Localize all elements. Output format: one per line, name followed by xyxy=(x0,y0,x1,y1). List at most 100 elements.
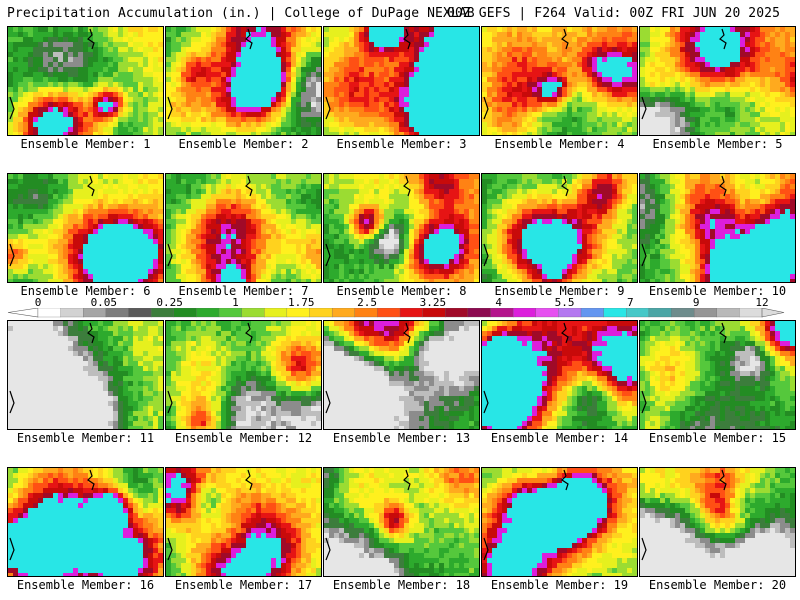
ensemble-member-label: Ensemble Member: 3 xyxy=(336,137,467,151)
precip-map-panel xyxy=(7,26,164,136)
coastline-outline xyxy=(167,175,253,267)
colorbar-swatch xyxy=(490,308,514,318)
colorbar-swatch xyxy=(603,308,627,318)
precip-map-panel xyxy=(639,320,796,430)
precip-map xyxy=(482,468,637,576)
ensemble-member-label: Ensemble Member: 8 xyxy=(336,284,467,298)
precip-map-panel xyxy=(323,173,480,283)
colorbar-swatch xyxy=(580,308,605,318)
colorbar-swatch xyxy=(105,308,129,318)
page-title: Precipitation Accumulation (in.) | Colle… xyxy=(7,6,475,21)
ensemble-member-label: Ensemble Member: 20 xyxy=(648,578,787,592)
coastline-outline xyxy=(325,175,411,267)
precip-map-panel xyxy=(481,173,638,283)
colorbar-swatch xyxy=(196,308,220,318)
ensemble-member-label: Ensemble Member: 9 xyxy=(494,284,625,298)
colorbar-tick-label: 5.5 xyxy=(554,296,575,309)
coastline-outline xyxy=(167,322,253,414)
precip-map xyxy=(640,174,795,282)
colorbar-tick-label: 0.05 xyxy=(90,296,118,309)
coastline-outline xyxy=(641,322,727,414)
precip-map xyxy=(640,321,795,429)
precip-map xyxy=(324,321,479,429)
colorbar-swatch xyxy=(671,308,695,318)
colorbar-min-arrow xyxy=(7,308,39,318)
coastline-outline xyxy=(325,28,411,120)
colorbar-swatch xyxy=(716,308,740,318)
colorbar-swatch xyxy=(83,308,107,318)
precip-map-panel xyxy=(481,467,638,577)
ensemble-member-label: Ensemble Member: 10 xyxy=(648,284,787,298)
colorbar-swatch xyxy=(286,308,310,318)
precip-map xyxy=(324,174,479,282)
colorbar-swatch xyxy=(648,308,672,318)
colorbar-swatch xyxy=(512,308,537,318)
ensemble-member-label: Ensemble Member: 15 xyxy=(648,431,787,445)
colorbar-swatch xyxy=(739,308,763,318)
precip-map-panel xyxy=(7,467,164,577)
colorbar-tick-label: 7 xyxy=(627,296,634,309)
colorbar-swatch xyxy=(377,308,401,318)
ensemble-member-label: Ensemble Member: 19 xyxy=(490,578,629,592)
ensemble-member-label: Ensemble Member: 6 xyxy=(20,284,151,298)
precip-map-panel xyxy=(323,467,480,577)
colorbar-swatch xyxy=(399,308,424,318)
coastline-outline xyxy=(641,28,727,120)
ensemble-member-label: Ensemble Member: 7 xyxy=(178,284,309,298)
colorbar-swatch xyxy=(264,308,288,318)
ensemble-member-label: Ensemble Member: 5 xyxy=(652,137,783,151)
precip-map-panel xyxy=(7,320,164,430)
coastline-outline xyxy=(641,175,727,267)
precip-map xyxy=(640,27,795,135)
precip-map xyxy=(8,27,163,135)
colorbar-swatch xyxy=(626,308,650,318)
ensemble-member-label: Ensemble Member: 18 xyxy=(332,578,471,592)
ensemble-member-label: Ensemble Member: 14 xyxy=(490,431,629,445)
precip-map-panel xyxy=(165,467,322,577)
colorbar-swatch xyxy=(60,308,84,318)
colorbar-swatch xyxy=(445,308,469,318)
coastline-outline xyxy=(167,28,253,120)
precip-map-panel xyxy=(481,320,638,430)
colorbar-swatch xyxy=(558,308,582,318)
colorbar-swatch xyxy=(467,308,491,318)
ensemble-member-label: Ensemble Member: 17 xyxy=(174,578,313,592)
precip-map-panel xyxy=(165,173,322,283)
precip-map-panel xyxy=(323,26,480,136)
colorbar-swatch xyxy=(535,308,559,318)
precip-map-panel xyxy=(481,26,638,136)
coastline-outline xyxy=(483,469,569,561)
colorbar-swatch xyxy=(150,308,175,318)
precip-map-panel xyxy=(639,173,796,283)
precip-map xyxy=(166,468,321,576)
precip-map-panel xyxy=(165,320,322,430)
precip-map xyxy=(640,468,795,576)
colorbar-swatch xyxy=(693,308,718,318)
coastline-outline xyxy=(9,175,95,267)
ensemble-member-label: Ensemble Member: 16 xyxy=(16,578,155,592)
precip-map-panel xyxy=(639,26,796,136)
model-run-info: 00Z GEFS | F264 Valid: 00Z FRI JUN 20 20… xyxy=(447,6,780,21)
coastline-outline xyxy=(483,28,569,120)
precip-map xyxy=(166,321,321,429)
colorbar-swatch xyxy=(37,308,62,318)
colorbar-max-arrow xyxy=(761,308,785,318)
colorbar-swatch xyxy=(218,308,243,318)
colorbar-swatches xyxy=(7,308,785,318)
precip-map xyxy=(482,321,637,429)
ensemble-member-label: Ensemble Member: 12 xyxy=(174,431,313,445)
precip-map xyxy=(8,468,163,576)
precip-map xyxy=(166,174,321,282)
ensemble-member-label: Ensemble Member: 1 xyxy=(20,137,151,151)
ensemble-member-label: Ensemble Member: 2 xyxy=(178,137,309,151)
precip-map xyxy=(8,321,163,429)
precip-map xyxy=(8,174,163,282)
ensemble-member-label: Ensemble Member: 4 xyxy=(494,137,625,151)
colorbar-swatch xyxy=(128,308,152,318)
colorbar-tick-label: 1 xyxy=(232,296,239,309)
colorbar-tick-label: 0.25 xyxy=(156,296,183,309)
coastline-outline xyxy=(9,469,95,561)
colorbar-tick-label: 12 xyxy=(755,296,769,309)
precip-map xyxy=(324,27,479,135)
ensemble-member-label: Ensemble Member: 13 xyxy=(332,431,471,445)
